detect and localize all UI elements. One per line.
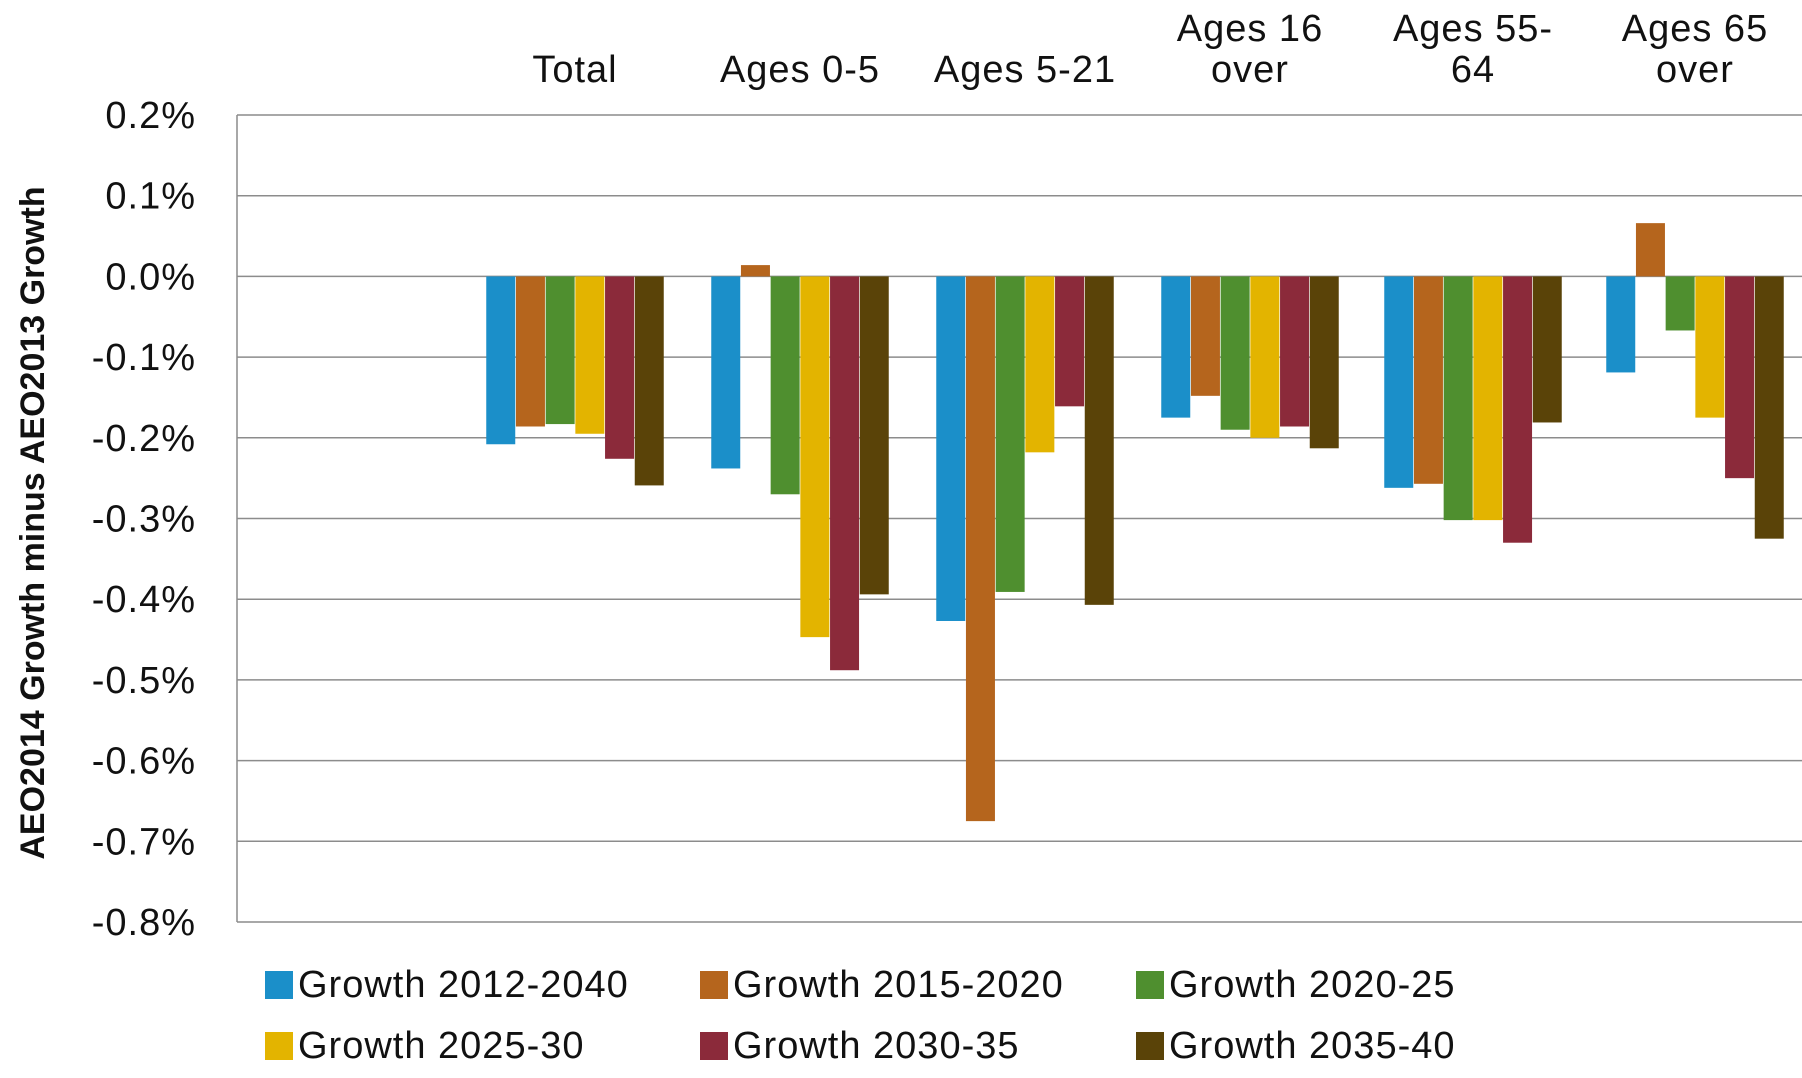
bars: [486, 223, 1784, 822]
legend-entry: Growth 2035-40: [1136, 1025, 1456, 1067]
y-tick-label: -0.8%: [92, 902, 196, 944]
bar: [605, 276, 635, 459]
y-tick-label: -0.6%: [92, 741, 196, 783]
legend-label: Growth 2015-2020: [733, 964, 1064, 1006]
bar: [1532, 276, 1562, 423]
bar: [859, 276, 889, 595]
bar: [1503, 276, 1533, 543]
bar: [1190, 276, 1220, 396]
legend-entry: Growth 2030-35: [700, 1025, 1020, 1067]
category-label: over: [1656, 49, 1734, 91]
bar: [545, 276, 575, 425]
category-label: Ages 16: [1177, 8, 1323, 50]
y-tick-label: -0.1%: [92, 337, 196, 379]
bar: [1384, 276, 1414, 488]
bar: [711, 276, 741, 469]
bar: [770, 276, 800, 495]
bar: [486, 276, 516, 445]
legend: Growth 2012-2040 Growth 2015-2020 Growth 2…: [265, 964, 1456, 1067]
category-label: 64: [1451, 49, 1495, 91]
legend-label: Growth 2025-30: [298, 1025, 585, 1067]
y-tick-label: 0.1%: [105, 176, 196, 218]
category-label: Ages 55-: [1393, 8, 1553, 50]
bar: [830, 276, 860, 671]
bar: [1250, 276, 1280, 438]
bar: [1161, 276, 1191, 418]
bar: [575, 276, 605, 434]
y-tick-label: -0.4%: [92, 579, 196, 621]
y-axis-tick-labels: 0.2% 0.1% 0.0% -0.1% -0.2% -0.3% -0.4% -0.5% -0.…: [92, 95, 196, 944]
legend-label: Growth 2030-35: [733, 1025, 1020, 1067]
bar: [1754, 276, 1784, 539]
legend-label: Growth 2020-25: [1169, 964, 1456, 1006]
bar: [1025, 276, 1055, 453]
legend-swatch: [1136, 971, 1164, 999]
bar: [1635, 223, 1665, 277]
bar: [995, 276, 1025, 592]
bar: [1309, 276, 1339, 449]
legend-label: Growth 2012-2040: [298, 964, 629, 1006]
category-label: Total: [532, 49, 617, 91]
bar: [1473, 276, 1503, 521]
bar: [1695, 276, 1725, 418]
bar: [515, 276, 545, 427]
y-tick-label: -0.2%: [92, 418, 196, 460]
legend-entry: Growth 2025-30: [265, 1025, 585, 1067]
legend-entry: Growth 2012-2040: [265, 964, 629, 1006]
category-label: Ages 65: [1622, 8, 1768, 50]
category-label: Ages 0-5: [720, 49, 880, 91]
y-tick-label: -0.5%: [92, 660, 196, 702]
y-tick-label: 0.2%: [105, 95, 196, 137]
bar: [1443, 276, 1473, 521]
category-label: over: [1211, 49, 1289, 91]
legend-label: Growth 2035-40: [1169, 1025, 1456, 1067]
bar: [1606, 276, 1636, 373]
legend-entry: Growth 2020-25: [1136, 964, 1456, 1006]
bar: [1084, 276, 1114, 605]
legend-entry: Growth 2015-2020: [700, 964, 1064, 1006]
y-tick-label: 0.0%: [105, 256, 196, 298]
bar: [1220, 276, 1250, 430]
y-tick-label: -0.7%: [92, 821, 196, 863]
y-axis-title: AEO2014 Growth minus AEO2013 Growth: [14, 186, 52, 859]
bar: [1725, 276, 1755, 479]
bar: [634, 276, 664, 486]
legend-swatch: [265, 1032, 293, 1060]
legend-swatch: [1136, 1032, 1164, 1060]
category-label: Ages 5-21: [934, 49, 1116, 91]
bar: [800, 276, 830, 638]
bar: [1413, 276, 1443, 484]
bar: [740, 265, 770, 277]
bar: [1280, 276, 1310, 427]
legend-swatch: [265, 971, 293, 999]
bar: [965, 276, 995, 822]
bar: [1665, 276, 1695, 331]
bar: [1055, 276, 1085, 407]
legend-swatch: [700, 971, 728, 999]
legend-swatch: [700, 1032, 728, 1060]
y-tick-label: -0.3%: [92, 499, 196, 541]
bar: [936, 276, 966, 621]
